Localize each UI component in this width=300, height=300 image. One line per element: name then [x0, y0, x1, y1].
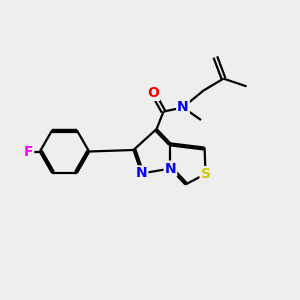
Text: O: O — [147, 86, 159, 100]
Text: F: F — [24, 145, 33, 158]
Text: N: N — [177, 100, 189, 114]
Text: N: N — [136, 167, 147, 180]
Text: S: S — [200, 167, 211, 181]
Text: N: N — [165, 162, 176, 176]
